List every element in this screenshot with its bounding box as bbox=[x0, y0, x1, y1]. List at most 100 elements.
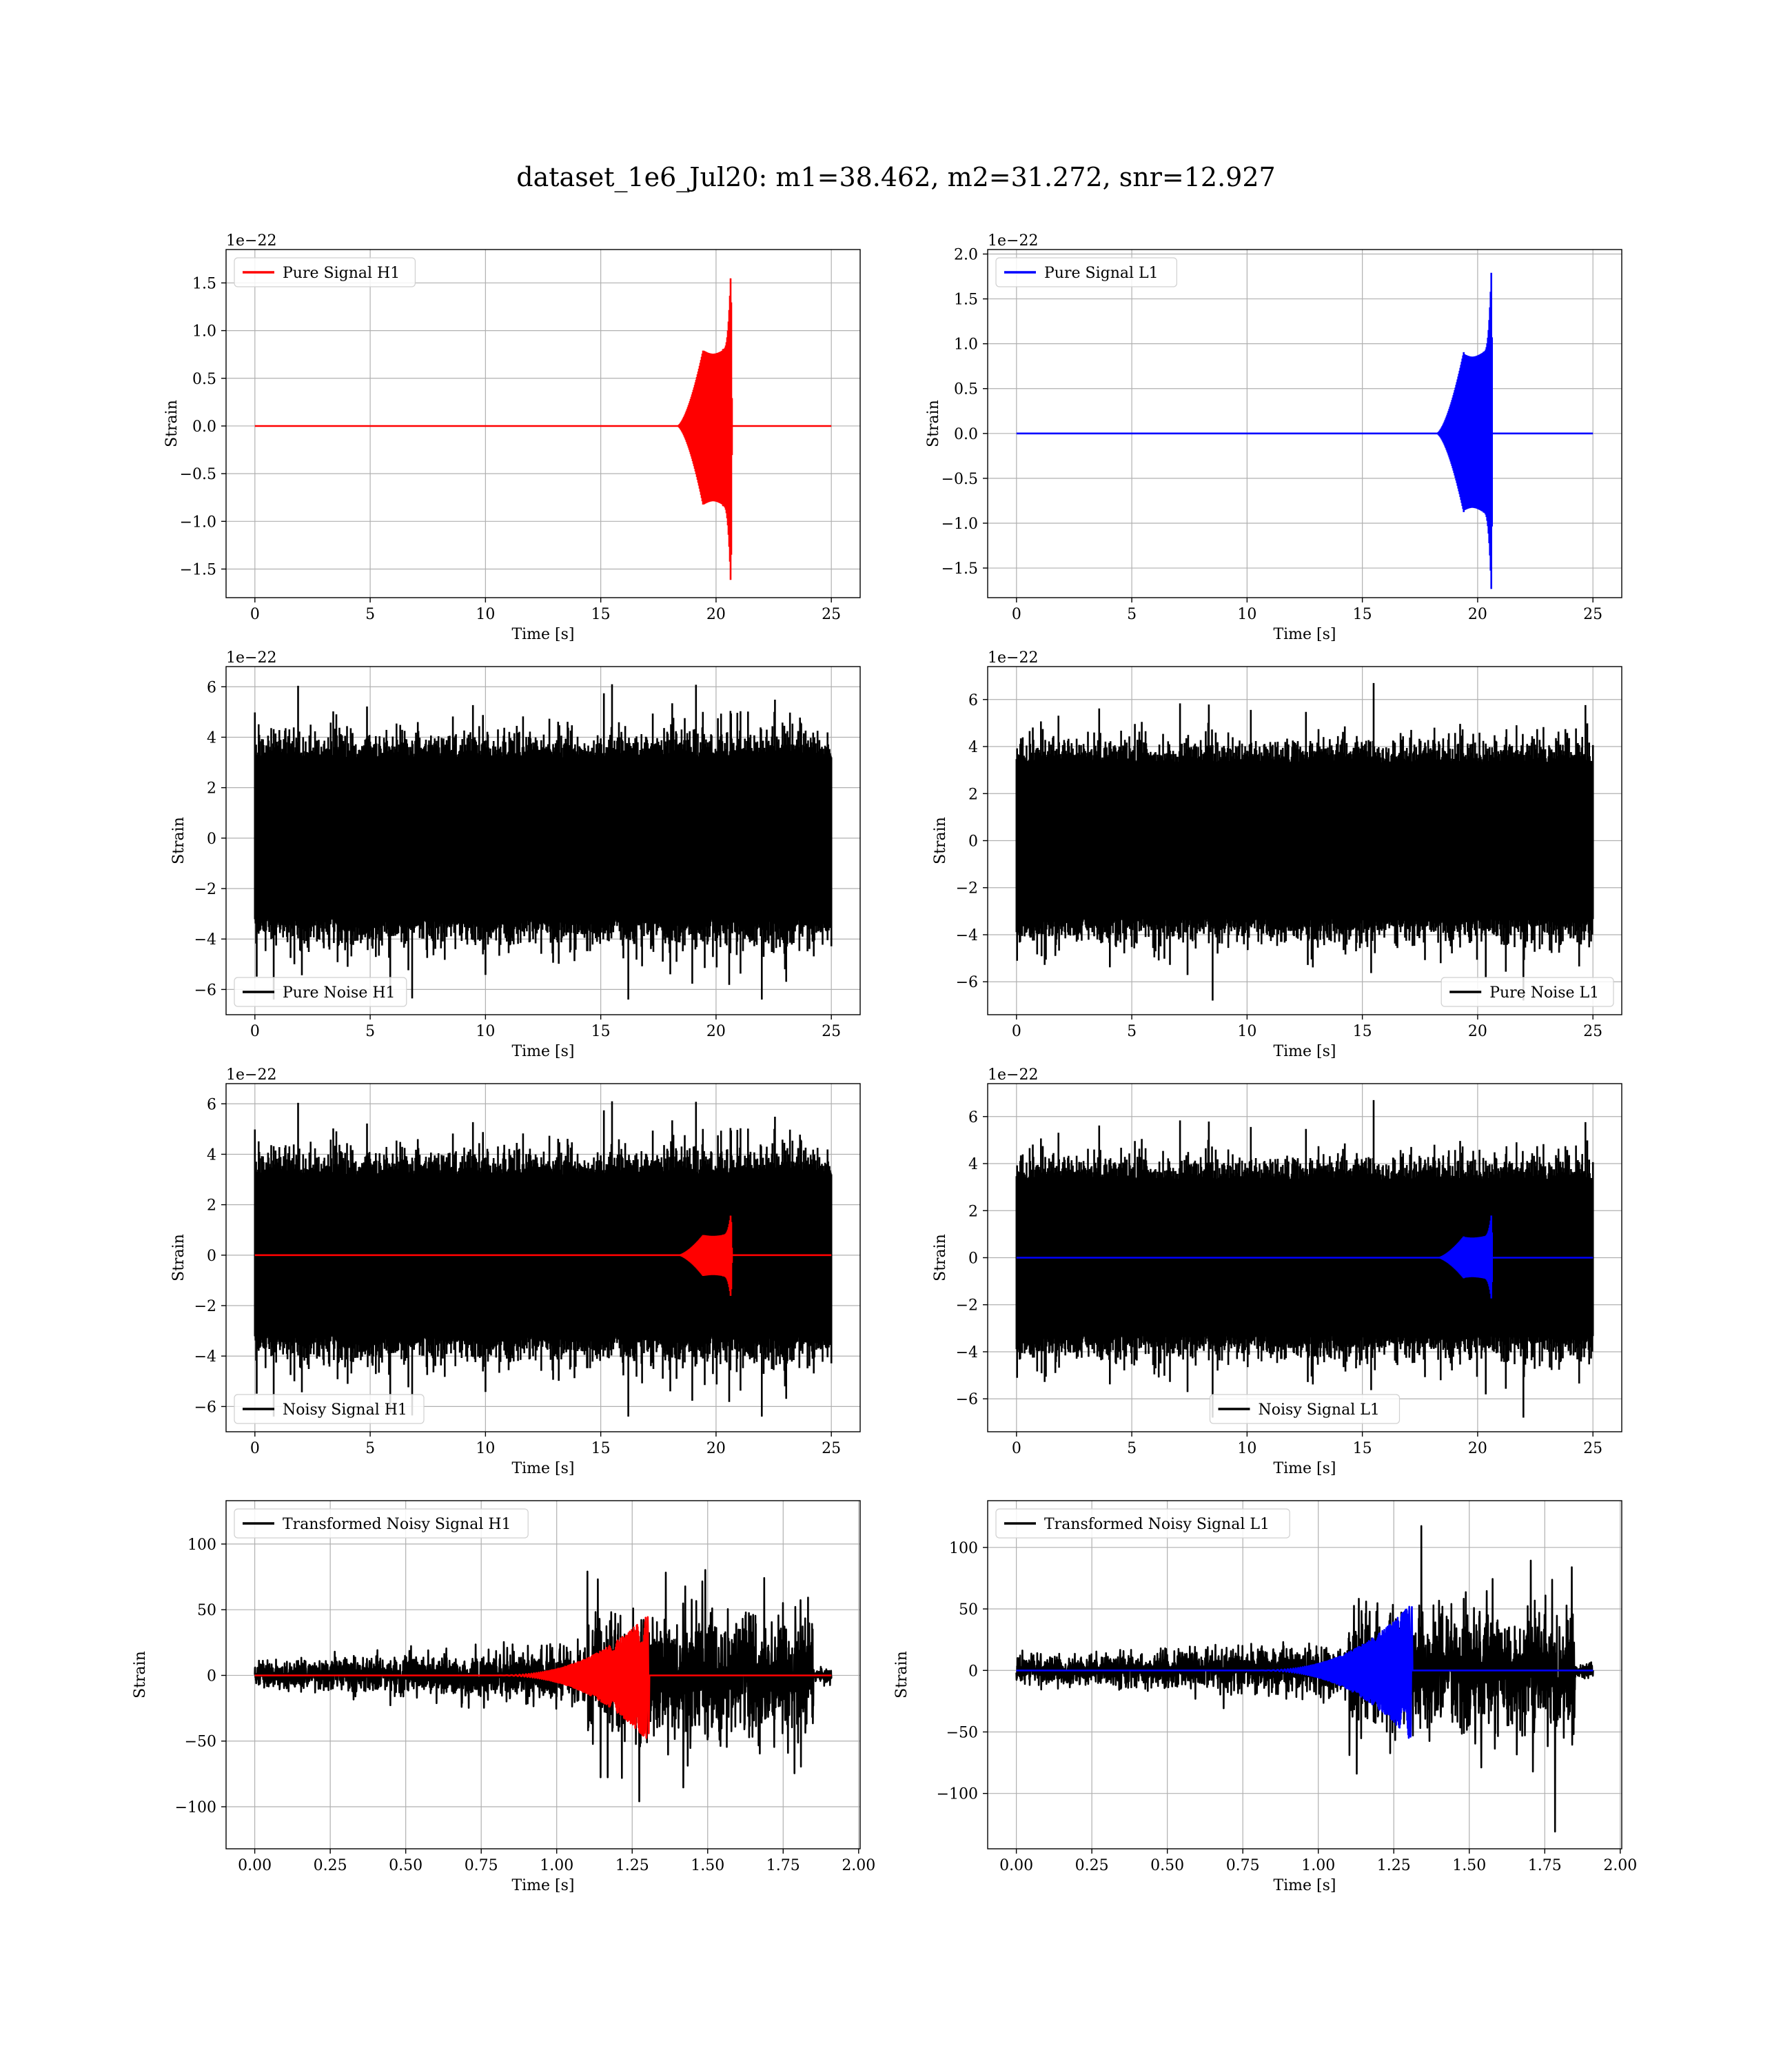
x-tick-label-5: 25 bbox=[1583, 606, 1602, 623]
x-axis-label: Time [s] bbox=[1273, 1043, 1336, 1060]
x-tick-label-2: 10 bbox=[476, 1440, 495, 1457]
y-tick-label-4: 2 bbox=[207, 780, 216, 798]
axes-frame bbox=[225, 666, 861, 1015]
axes-frame bbox=[225, 1083, 861, 1432]
x-tick-label-5: 25 bbox=[822, 606, 841, 623]
x-tick-label-3: 0.75 bbox=[1226, 1857, 1260, 1874]
y-tick-label-2: −2 bbox=[956, 1297, 978, 1315]
x-tick-label-3: 15 bbox=[1353, 1440, 1372, 1457]
y-tick-label-5: 1.0 bbox=[192, 323, 216, 341]
x-tick-label-4: 20 bbox=[1468, 606, 1487, 623]
x-tick-label-0: 0.00 bbox=[999, 1857, 1033, 1874]
x-tick-label-2: 0.50 bbox=[1150, 1857, 1184, 1874]
legend: Transformed Noisy Signal H1 bbox=[234, 1508, 529, 1539]
y-tick-label-2: −2 bbox=[194, 1298, 216, 1315]
x-tick-label-1: 5 bbox=[365, 1023, 375, 1040]
y-axis-label: Strain bbox=[170, 817, 187, 864]
x-tick-label-4: 20 bbox=[706, 1023, 726, 1040]
ticks: 0.00 0.25 0.50 0.75 1.00 1.25 1.50 1.75 2.00 −100… bbox=[175, 1537, 876, 1874]
legend-box bbox=[234, 257, 416, 287]
legend-box bbox=[234, 1394, 425, 1424]
legend-label: Pure Signal H1 bbox=[283, 265, 400, 282]
legend-label: Transformed Noisy Signal L1 bbox=[1044, 1516, 1270, 1533]
y-tick-label-7: 2.0 bbox=[954, 247, 978, 264]
y-offset-text: 1e−22 bbox=[226, 649, 276, 667]
x-axis-label: Time [s] bbox=[511, 1460, 574, 1477]
legend-label: Pure Noise L1 bbox=[1489, 984, 1599, 1002]
y-tick-label-1: −4 bbox=[194, 931, 216, 949]
y-offset-text: 1e−22 bbox=[988, 232, 1038, 250]
y-axis-label: Strain bbox=[893, 1651, 910, 1699]
legend: Pure Noise H1 bbox=[234, 977, 407, 1007]
y-tick-label-2: −0.5 bbox=[941, 471, 978, 488]
plot-area bbox=[226, 250, 860, 598]
x-tick-label-2: 10 bbox=[1237, 1023, 1256, 1040]
y-tick-label-5: 4 bbox=[968, 739, 978, 756]
legend: Transformed Noisy Signal L1 bbox=[995, 1508, 1290, 1539]
x-tick-label-4: 20 bbox=[706, 1440, 726, 1457]
series-group bbox=[1015, 682, 1594, 1001]
subplot-pure-signal-h1: 0 5 10 15 20 25 −1.5 −1.0 −0.5 0.0 0.5 1.0 1.5 Time [… bbox=[163, 232, 861, 643]
y-tick-label-4: 100 bbox=[187, 1537, 216, 1554]
x-tick-label-2: 10 bbox=[1237, 606, 1256, 623]
ticks: 0 5 10 15 20 25 −1.5 −1.0 −0.5 0.0 0.5 1.0 1.5 2.0 bbox=[941, 247, 1603, 623]
x-tick-label-1: 0.25 bbox=[314, 1857, 347, 1874]
x-tick-label-0: 0 bbox=[250, 1023, 260, 1040]
axes-frame bbox=[225, 249, 861, 598]
y-tick-label-3: 0.0 bbox=[192, 418, 216, 436]
axes-frame bbox=[987, 249, 1622, 598]
x-axis-label: Time [s] bbox=[511, 1877, 574, 1894]
y-axis-label: Strain bbox=[925, 400, 942, 447]
legend-label: Transformed Noisy Signal H1 bbox=[283, 1516, 511, 1533]
y-tick-label-0: −1.5 bbox=[180, 561, 216, 578]
y-tick-label-0: −6 bbox=[194, 1399, 216, 1416]
y-tick-label-1: −1.0 bbox=[941, 516, 978, 533]
subplot-pure-signal-l1: 0 5 10 15 20 25 −1.5 −1.0 −0.5 0.0 0.5 1.0 1.5 2.0 Tim… bbox=[925, 232, 1622, 643]
y-tick-label-6: 6 bbox=[207, 679, 216, 696]
y-tick-label-0: −6 bbox=[956, 974, 978, 991]
y-tick-label-4: 100 bbox=[949, 1540, 978, 1557]
x-tick-label-2: 0.50 bbox=[389, 1857, 422, 1874]
legend: Noisy Signal H1 bbox=[234, 1394, 425, 1424]
y-tick-label-6: 1.5 bbox=[954, 292, 978, 309]
series-group bbox=[1015, 1525, 1594, 1833]
ticks: 0 5 10 15 20 25 −6 −4 −2 0 2 4 6 bbox=[956, 692, 1603, 1040]
y-tick-label-5: 1.0 bbox=[954, 336, 978, 354]
ticks: 0 5 10 15 20 25 −6 −4 −2 0 2 4 6 bbox=[956, 1109, 1603, 1457]
y-axis-label: Strain bbox=[170, 1234, 187, 1281]
y-tick-label-1: −4 bbox=[956, 1344, 978, 1361]
x-tick-label-0: 0 bbox=[1012, 1023, 1021, 1040]
series-line-0 bbox=[1016, 272, 1594, 589]
x-tick-label-5: 1.25 bbox=[1377, 1857, 1411, 1874]
series-group bbox=[1015, 1099, 1594, 1418]
y-axis-label: Strain bbox=[932, 1234, 949, 1281]
gridlines bbox=[988, 250, 1622, 598]
y-tick-label-1: −4 bbox=[194, 1348, 216, 1366]
x-tick-label-6: 1.50 bbox=[691, 1857, 724, 1874]
x-axis-label: Time [s] bbox=[511, 626, 574, 643]
x-tick-label-1: 5 bbox=[365, 1440, 375, 1457]
legend: Pure Signal L1 bbox=[995, 257, 1177, 287]
y-axis-label: Strain bbox=[932, 817, 949, 864]
series-group bbox=[254, 1569, 833, 1803]
legend-label: Noisy Signal H1 bbox=[283, 1401, 407, 1419]
series-group bbox=[254, 278, 832, 580]
x-tick-label-3: 0.75 bbox=[465, 1857, 498, 1874]
x-tick-label-4: 20 bbox=[706, 606, 726, 623]
x-tick-label-1: 5 bbox=[365, 606, 375, 623]
series-line-0 bbox=[254, 684, 833, 1000]
x-tick-label-8: 2.00 bbox=[842, 1857, 875, 1874]
y-tick-label-1: −50 bbox=[946, 1724, 978, 1741]
y-tick-label-6: 6 bbox=[207, 1096, 216, 1113]
x-axis-label: Time [s] bbox=[511, 1043, 574, 1060]
subplot-transformed-noisy-signal-h1: 0.00 0.25 0.50 0.75 1.00 1.25 1.50 1.75 2.00 −100… bbox=[132, 1500, 876, 1894]
x-tick-label-4: 1.00 bbox=[540, 1857, 573, 1874]
y-tick-label-4: 2 bbox=[968, 1203, 978, 1220]
x-tick-label-5: 25 bbox=[1583, 1023, 1602, 1040]
series-line-0 bbox=[254, 278, 832, 580]
x-axis-label: Time [s] bbox=[1273, 1460, 1336, 1477]
y-tick-label-3: 50 bbox=[959, 1601, 978, 1619]
y-tick-label-3: 0 bbox=[968, 1250, 978, 1268]
x-tick-label-2: 10 bbox=[476, 606, 495, 623]
